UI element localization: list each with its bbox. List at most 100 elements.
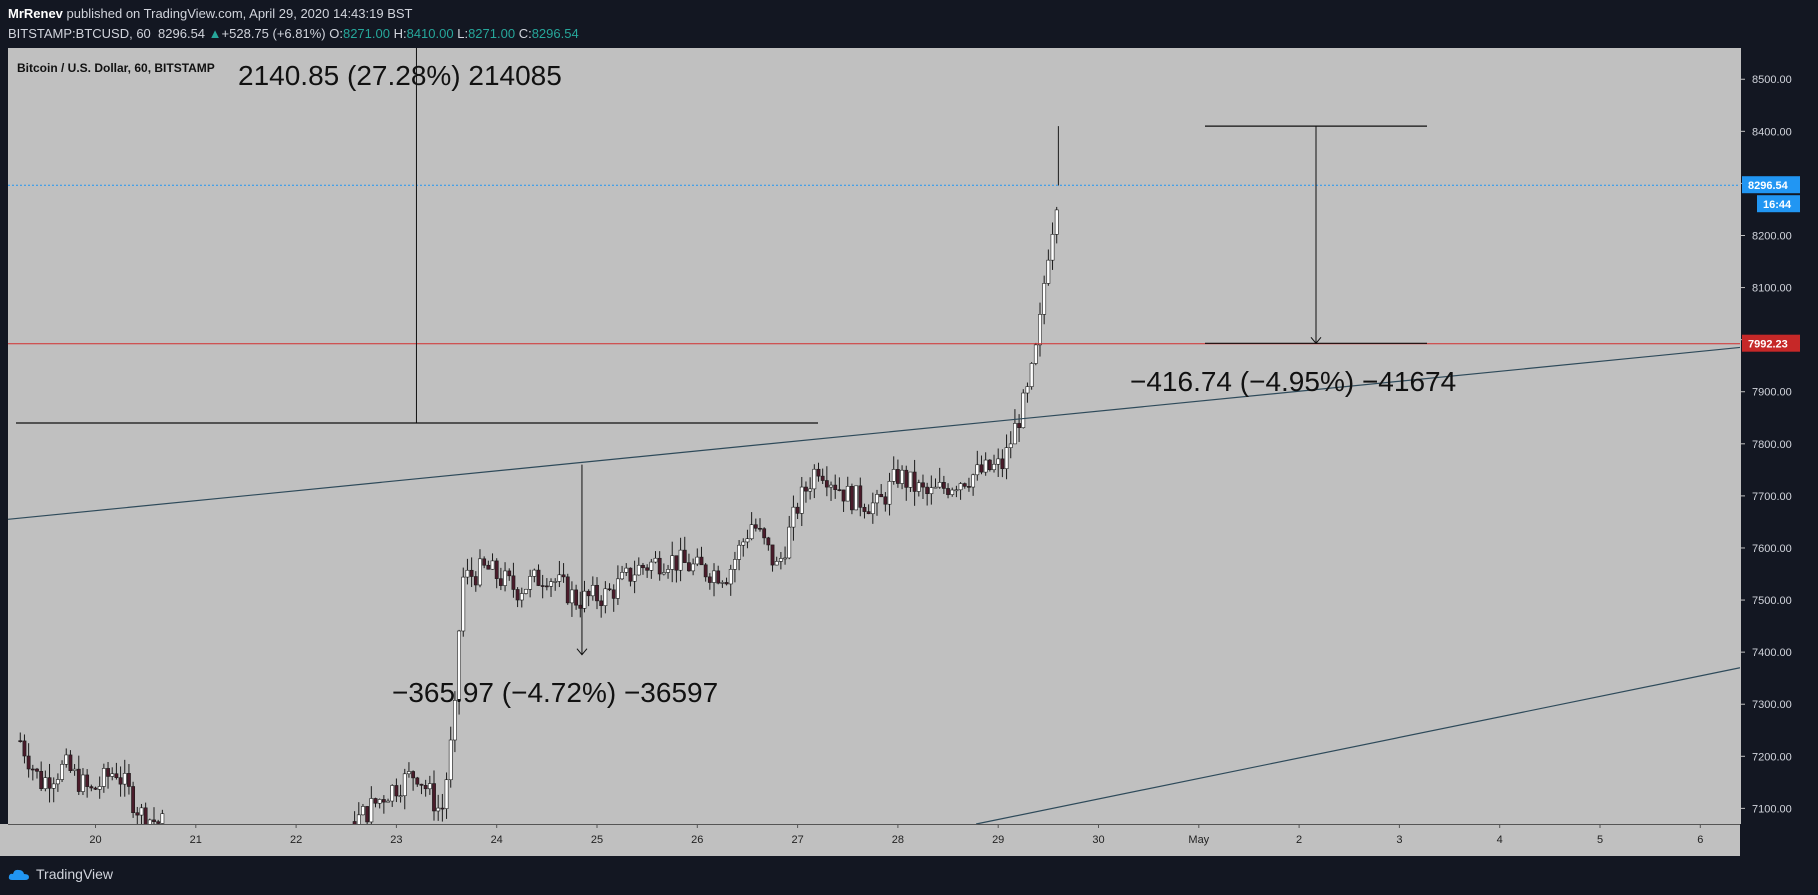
candle-body [758,527,762,530]
candle-body [507,570,512,577]
candle-body [996,458,1001,465]
candle-body [544,585,549,588]
chart-title: Bitcoin / U.S. Dollar, 60, BITSTAMP [17,61,215,75]
x-tick-label: 23 [390,834,402,846]
candle-body [152,819,156,822]
x-tick-label: May [1188,834,1209,846]
plot-background [8,48,1740,824]
x-tick-label: 2 [1296,834,1302,846]
candle-body [39,770,44,790]
candle-body [695,556,700,565]
x-tick-label: 30 [1092,834,1104,846]
candle-body [390,785,395,802]
candle-body [762,528,767,539]
brand-name: TradingView [36,866,114,882]
x-tick-label: 3 [1396,834,1402,846]
candle-body [114,773,119,778]
candle-body [1046,259,1051,284]
candle-body [160,813,165,824]
candle-body [1004,447,1009,470]
price-chart[interactable]: 2140.85 (27.28%) 214085 −365.97 (−4.72%) … [0,48,1818,856]
candle-body [110,773,115,777]
candle-body [570,589,574,604]
candle-body [97,786,102,790]
candle-body [490,560,495,570]
candle-body [1025,386,1030,394]
candle-body [93,787,98,790]
candle-body [528,576,533,590]
candle-body [469,569,474,577]
close-value: 8296.54 [531,26,579,41]
candle-body [411,771,416,779]
candle-body [486,564,491,570]
candle-body [879,494,884,498]
candle-body [670,555,675,570]
author-name[interactable]: MrRenev [8,6,63,21]
tradingview-logo[interactable]: TradingView [8,866,113,882]
y-tick-label: 7200.00 [1752,751,1792,763]
candle-body [156,821,161,824]
y-tick-label: 7300.00 [1752,699,1792,711]
candle-body [18,740,23,742]
candle-body [603,588,608,606]
x-tick-label: 6 [1697,834,1703,846]
candle-body [941,482,946,489]
candle-body [1021,392,1026,429]
candle-body [26,755,31,770]
candle-body [457,630,461,701]
candle-body [824,480,829,488]
candle-body [716,570,721,584]
candle-body [381,799,386,803]
low-value: 8271.00 [468,26,516,41]
y-tick-label: 8500.00 [1752,74,1792,86]
arrow-down-icon [1310,336,1322,345]
countdown-label: 16:44 [1763,199,1792,211]
candle-body [503,570,507,586]
candle-body [666,569,670,573]
candle-body [30,768,35,771]
candle-body [131,786,136,813]
open-value: 8271.00 [342,26,390,41]
y-tick-label: 7500.00 [1752,595,1792,607]
candle-body [582,590,587,609]
last-price-badge-label: 8296.54 [1748,180,1789,192]
x-tick-label: 21 [190,834,202,846]
last-price: 8296.54 [158,26,206,41]
candle-body [72,768,77,771]
candle-body [498,578,503,586]
candle-body [816,468,821,477]
candle-body [106,768,110,777]
price-axis: 8500.008400.008300.008200.008100.008000.… [1740,48,1818,856]
candle-body [419,783,424,786]
candle-body [436,807,441,812]
candle-body [574,589,579,606]
candle-body [423,785,428,790]
candle-body [854,485,859,511]
candle-body [682,549,687,563]
candle-body [1029,363,1034,387]
candle-body [55,779,60,785]
candle-body [916,482,921,492]
candle-body [1000,458,1005,470]
candle-body [795,506,800,514]
candle-body [549,581,553,587]
footer: TradingView [0,856,1818,895]
candle-body [47,777,52,789]
candle-body [43,777,48,790]
high-label: H: [393,26,407,41]
candle-body [1038,314,1042,346]
candle-body [444,779,449,809]
candle-body [599,600,604,606]
candle-body [791,506,796,528]
candle-body [373,798,378,804]
axis-corner [1740,824,1818,856]
chart-area[interactable]: 2140.85 (27.28%) 214085 −365.97 (−4.72%) … [0,48,1818,856]
candle-body [386,800,390,803]
candle-body [745,538,750,543]
candle-body [733,559,737,570]
candle-body [51,783,56,789]
arrow-down-icon [576,648,588,656]
x-tick-label: 24 [491,834,503,846]
candle-body [883,496,888,505]
measurement-label: 2140.85 (27.28%) 214085 [238,60,562,91]
